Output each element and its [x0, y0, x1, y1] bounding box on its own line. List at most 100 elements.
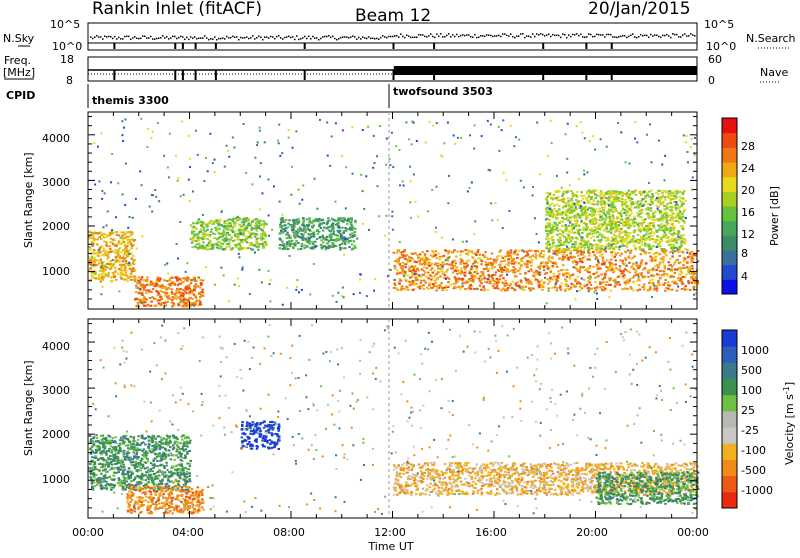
heatmap-cell: [134, 298, 137, 300]
nsky-point: [174, 36, 176, 38]
heatmap-cell: [390, 269, 392, 271]
heatmap-cell: [563, 236, 566, 238]
heatmap-cell: [391, 132, 393, 134]
heatmap-cell: [562, 193, 565, 195]
heatmap-cell: [473, 148, 475, 150]
heatmap-cell: [625, 281, 628, 283]
heatmap-cell: [432, 272, 435, 274]
heatmap-cell: [647, 216, 650, 218]
heatmap-cell: [640, 262, 643, 264]
heatmap-cell: [655, 205, 658, 207]
heatmap-cell: [596, 286, 599, 288]
heatmap-cell: [547, 196, 550, 198]
heatmap-cell: [322, 235, 325, 237]
nsky-point: [352, 35, 354, 37]
heatmap-cell: [178, 177, 180, 179]
heatmap-cell: [555, 289, 558, 291]
heatmap-cell: [678, 206, 681, 208]
heatmap-cell: [563, 198, 566, 200]
heatmap-cell: [433, 270, 436, 272]
heatmap-cell: [553, 286, 556, 288]
heatmap-cell: [561, 195, 564, 197]
heatmap-cell: [601, 288, 604, 290]
heatmap-cell: [682, 192, 685, 194]
heatmap-cell: [564, 244, 567, 246]
heatmap-cell: [257, 249, 260, 251]
heatmap-cell: [415, 279, 418, 281]
heatmap-cell: [288, 219, 291, 221]
heatmap-cell: [448, 278, 451, 280]
heatmap-cell: [644, 245, 647, 247]
heatmap-cell: [92, 233, 95, 235]
heatmap-cell: [411, 143, 413, 145]
nsky-point: [400, 33, 402, 35]
heatmap-cell: [570, 286, 573, 288]
freq-panel: Freq. [MHz] 18 8 60 0 Nave: [3, 53, 788, 87]
nsky-point: [470, 36, 472, 38]
heatmap-cell: [226, 223, 229, 225]
heatmap-cell: [495, 282, 498, 284]
nsky-point: [608, 34, 610, 36]
heatmap-cell: [610, 259, 613, 261]
heatmap-cell: [285, 234, 288, 236]
heatmap-cell: [98, 276, 101, 278]
heatmap-cell: [166, 263, 168, 265]
heatmap-cell: [535, 278, 538, 280]
heatmap-cell: [583, 279, 586, 281]
nsky-point: [222, 37, 224, 39]
heatmap-cell: [608, 243, 611, 245]
heatmap-cell: [630, 213, 633, 215]
heatmap-cell: [475, 268, 478, 270]
heatmap-cell: [97, 260, 100, 262]
heatmap-cell: [97, 255, 100, 257]
heatmap-cell: [687, 161, 689, 163]
heatmap-cell: [676, 233, 679, 235]
heatmap-cell: [643, 288, 646, 290]
heatmap-cell: [291, 166, 293, 168]
heatmap-cell: [681, 288, 684, 290]
heatmap-cell: [564, 290, 567, 292]
heatmap-cell: [569, 212, 572, 214]
heatmap-cell: [643, 284, 646, 286]
heatmap-cell: [192, 222, 195, 224]
heatmap-cell: [487, 289, 490, 291]
heatmap-cell: [685, 135, 687, 137]
heatmap-cell: [617, 281, 620, 283]
heatmap-cell: [592, 266, 595, 268]
heatmap-cell: [222, 248, 225, 250]
heatmap-cell: [176, 288, 179, 290]
heatmap-cell: [396, 269, 399, 271]
heatmap-cell: [693, 254, 696, 256]
heatmap-cell: [613, 248, 616, 250]
nsky-point: [640, 34, 642, 36]
heatmap-cell: [251, 183, 253, 185]
heatmap-cell: [657, 282, 660, 284]
heatmap-cell: [597, 249, 600, 251]
heatmap-cell: [562, 248, 565, 250]
heatmap-cell: [405, 121, 407, 123]
nsky-point: [388, 36, 390, 38]
heatmap-cell: [638, 279, 641, 281]
heatmap-cell: [400, 289, 403, 291]
heatmap-cell: [669, 202, 672, 204]
nsky-point: [562, 33, 564, 35]
heatmap-cell: [474, 258, 476, 260]
heatmap-cell: [659, 257, 662, 259]
heatmap-cell: [182, 300, 185, 302]
heatmap-cell: [189, 200, 191, 202]
heatmap-cell: [578, 269, 581, 271]
nsky-point: [184, 39, 186, 41]
heatmap-cell: [651, 296, 653, 298]
heatmap-cell: [127, 236, 129, 238]
heatmap-cell: [151, 284, 154, 286]
heatmap-cell: [575, 241, 578, 243]
heatmap-cell: [597, 211, 600, 213]
heatmap-cell: [316, 238, 319, 240]
heatmap-cell: [666, 212, 669, 214]
heatmap-cell: [445, 289, 448, 291]
heatmap-cell: [587, 287, 590, 289]
heatmap-cell: [603, 222, 606, 224]
nsky-point: [580, 33, 582, 35]
heatmap-cell: [418, 255, 421, 257]
heatmap-cell: [120, 231, 123, 233]
